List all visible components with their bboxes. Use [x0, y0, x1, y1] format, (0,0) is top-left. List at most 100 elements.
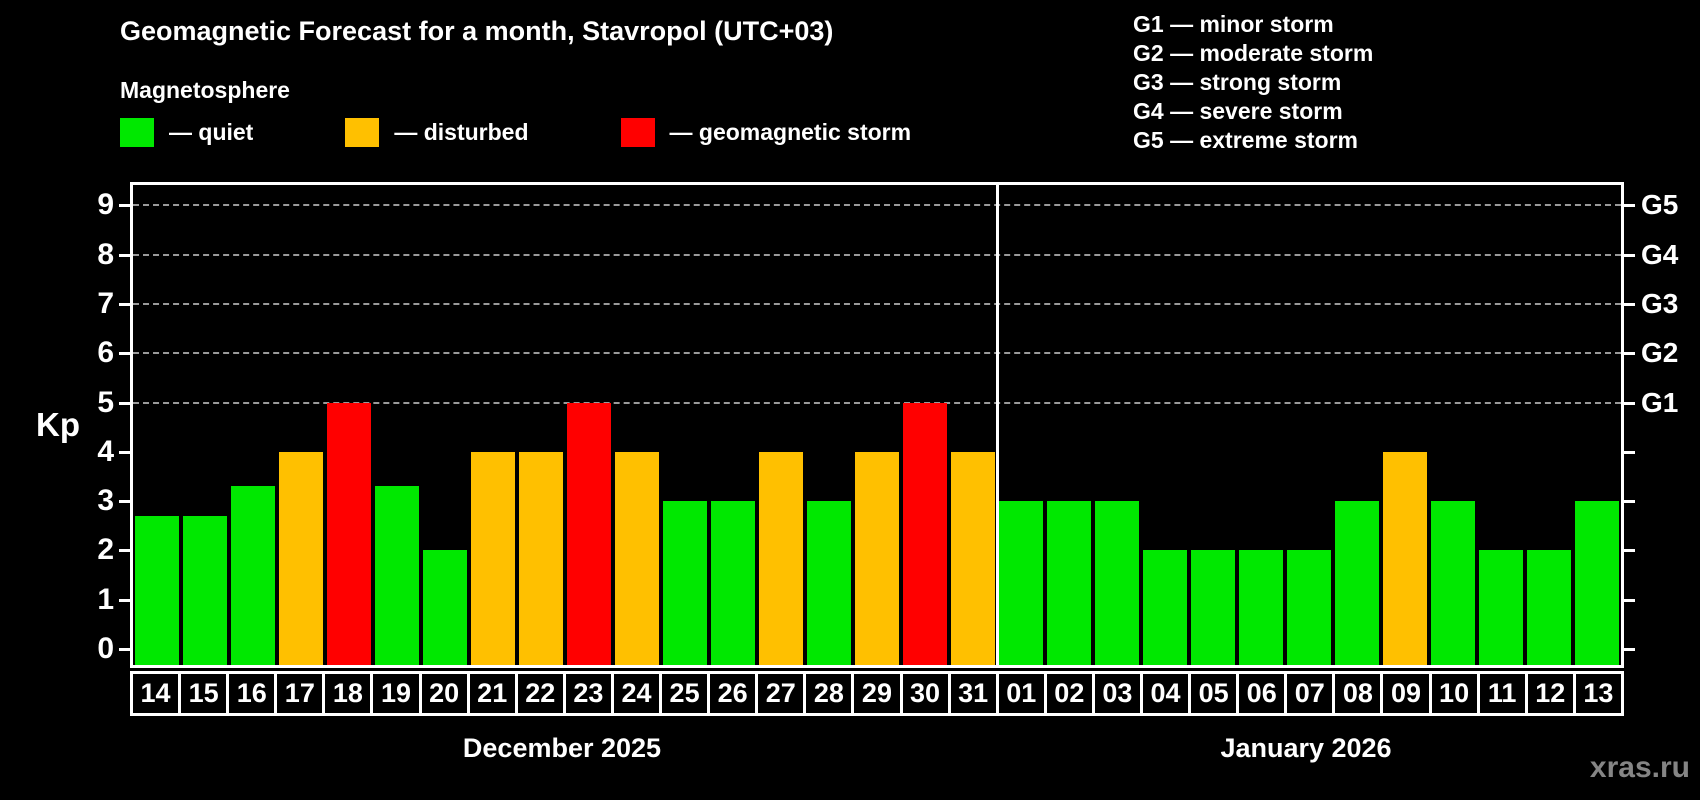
date-cell: 05 — [1188, 671, 1240, 716]
date-cell: 28 — [803, 671, 855, 716]
g-axis-label-g5: G5 — [1641, 189, 1679, 221]
kp-bar-day-21 — [471, 451, 515, 665]
y-tick-label: 3 — [97, 484, 114, 518]
g-axis-label-g3: G3 — [1641, 287, 1679, 319]
date-cell: 24 — [610, 671, 663, 716]
kp-bar-day-06 — [1239, 550, 1283, 665]
date-cell: 13 — [1572, 671, 1624, 716]
kp-bar-day-27 — [759, 451, 803, 665]
right-tick-mark — [1624, 598, 1635, 602]
y-tick-label: 4 — [97, 434, 114, 468]
kp-bar-day-19 — [375, 486, 419, 665]
legend-label: — quiet — [169, 119, 254, 145]
date-cell: 12 — [1524, 671, 1576, 716]
date-cell: 19 — [370, 671, 422, 716]
date-cell: 02 — [1043, 671, 1095, 716]
kp-bar-day-14 — [135, 515, 179, 665]
right-tick-mark — [1624, 648, 1635, 651]
kp-bar-day-08 — [1335, 501, 1379, 665]
date-cell: 03 — [1091, 671, 1143, 716]
date-cell: 15 — [178, 671, 230, 716]
storm-scale-line: G4 — severe storm — [1133, 98, 1343, 124]
kp-bar-day-16 — [231, 486, 275, 665]
kp-bar-day-13 — [1575, 501, 1619, 665]
date-cell: 30 — [899, 671, 951, 716]
magnetosphere-legend: — quiet — disturbed — geomagnetic storm — [120, 118, 911, 147]
kp-bar-day-17 — [279, 451, 323, 665]
kp-bar-day-23 — [567, 402, 611, 665]
disturbed-swatch-icon — [345, 118, 380, 147]
kp-bar-day-07 — [1287, 550, 1331, 665]
kp-bar-day-25 — [663, 501, 707, 665]
plot-inner — [133, 185, 1621, 665]
y-tick-label: 9 — [97, 188, 114, 222]
storm-scale-legend: G1 — minor storm G2 — moderate storm G3 — … — [1133, 10, 1373, 155]
right-tick-mark — [1624, 401, 1635, 405]
date-cell: 23 — [562, 671, 614, 716]
date-cell: 14 — [130, 671, 182, 716]
left-tick-mark — [119, 648, 130, 651]
kp-bar-day-20 — [423, 550, 467, 665]
date-cell: 21 — [466, 671, 518, 716]
left-tick-mark — [119, 253, 130, 257]
y-tick-label: 6 — [97, 336, 114, 370]
kp-bar-day-26 — [711, 501, 755, 665]
legend-item-storm: — geomagnetic storm — [620, 118, 911, 147]
month-label: December 2025 — [462, 733, 662, 763]
gridline-kp-5 — [133, 401, 1621, 404]
kp-bar-day-02 — [1047, 501, 1091, 665]
kp-bar-day-29 — [855, 451, 899, 665]
date-cell: 04 — [1139, 671, 1192, 716]
left-tick-mark — [119, 500, 130, 504]
storm-scale-line: G3 — strong storm — [1133, 69, 1342, 95]
legend-label: — disturbed — [394, 119, 529, 145]
storm-scale-line: G2 — moderate storm — [1133, 40, 1374, 66]
date-cell: 01 — [995, 671, 1047, 716]
date-cell: 25 — [659, 671, 711, 716]
kp-bar-day-22 — [519, 451, 563, 665]
legend-item-quiet: — quiet — [120, 118, 253, 147]
date-cell: 11 — [1476, 671, 1528, 716]
right-tick-mark — [1624, 450, 1635, 454]
kp-bar-day-11 — [1479, 550, 1523, 665]
month-label: January 2026 — [1220, 733, 1392, 763]
g-axis-label-g4: G4 — [1641, 238, 1679, 270]
date-axis-row: 14 15 16 17 18 19 20 21 22 23 24 25 26 27 28 29 30 31 01 02… — [130, 671, 1624, 716]
watermark: xras.ru — [1589, 751, 1690, 784]
right-tick-mark — [1624, 204, 1635, 208]
plot-area — [130, 182, 1624, 668]
g-axis-label-g2: G2 — [1641, 337, 1679, 369]
gridline-kp-7 — [133, 302, 1621, 305]
kp-bar-day-15 — [183, 515, 227, 665]
kp-bar-day-01 — [999, 501, 1043, 665]
kp-bar-day-28 — [807, 501, 851, 665]
date-cell: 10 — [1428, 671, 1480, 716]
quiet-swatch-icon — [120, 118, 154, 147]
date-cell: 17 — [274, 671, 326, 716]
gridline-kp-9 — [133, 204, 1621, 207]
y-tick-label: 8 — [97, 237, 114, 271]
gridline-kp-6 — [133, 352, 1621, 355]
kp-bar-day-10 — [1431, 501, 1475, 665]
magnetosphere-label: Magnetosphere — [120, 77, 290, 103]
date-cell: 29 — [851, 671, 903, 716]
y-tick-label: 1 — [97, 582, 114, 616]
right-tick-mark — [1624, 253, 1635, 257]
date-cell: 18 — [322, 671, 374, 716]
date-cell: 09 — [1380, 671, 1432, 716]
date-cell: 22 — [514, 671, 566, 716]
left-tick-mark — [119, 549, 130, 553]
y-axis-title: Kp — [36, 406, 80, 443]
left-tick-mark — [119, 450, 130, 454]
date-cell: 16 — [226, 671, 278, 716]
kp-bar-day-03 — [1095, 501, 1139, 665]
right-tick-mark — [1624, 549, 1635, 553]
y-tick-label: 0 — [97, 632, 114, 665]
storm-scale-line: G5 — extreme storm — [1133, 127, 1358, 153]
date-cell: 06 — [1236, 671, 1288, 716]
left-tick-mark — [119, 352, 130, 356]
right-tick-mark — [1624, 302, 1635, 306]
kp-bar-day-30 — [903, 402, 947, 665]
date-cell: 08 — [1332, 671, 1384, 716]
left-tick-mark — [119, 302, 130, 306]
